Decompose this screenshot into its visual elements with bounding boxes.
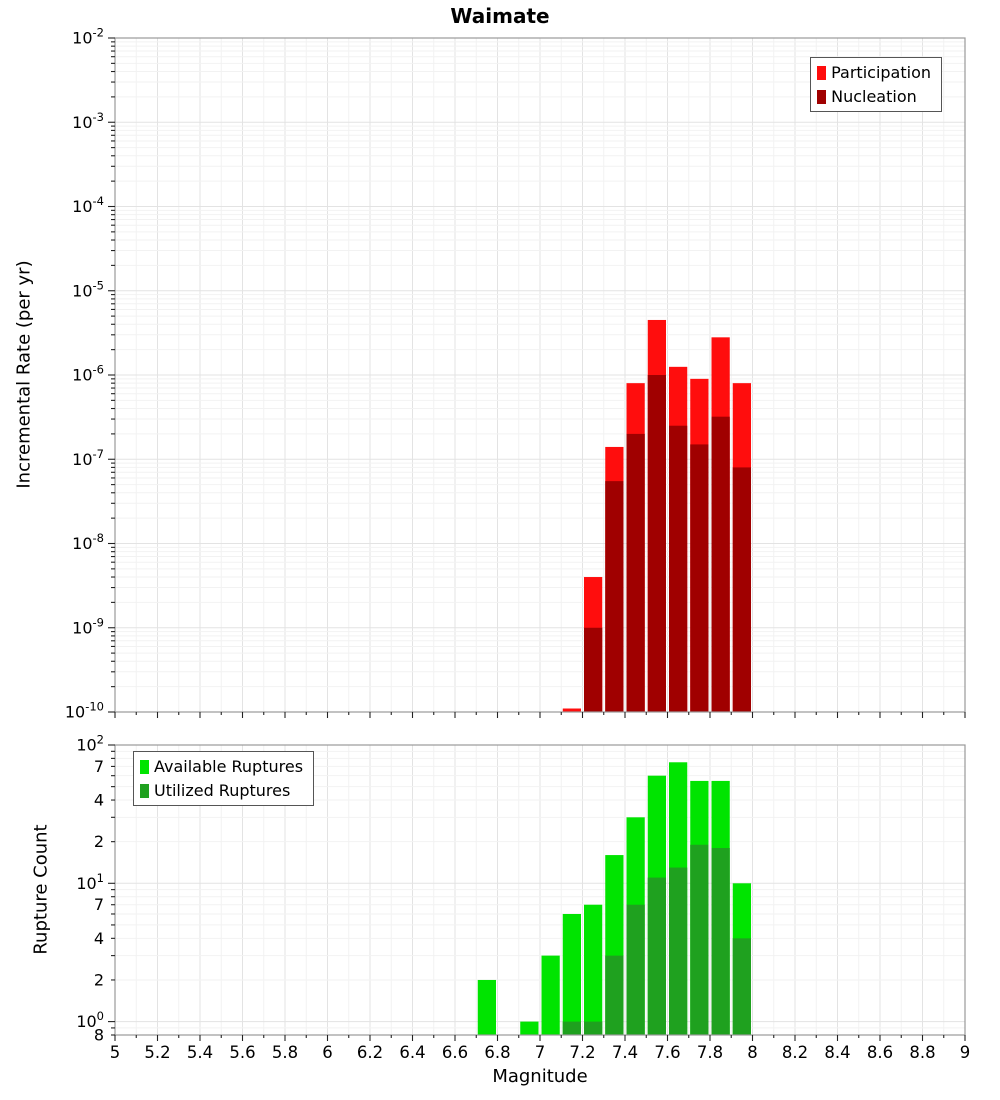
svg-text:8: 8 [94, 1026, 104, 1045]
svg-text:5.8: 5.8 [272, 1043, 298, 1062]
svg-text:7: 7 [535, 1043, 546, 1062]
svg-text:7.6: 7.6 [654, 1043, 680, 1062]
svg-text:6: 6 [322, 1043, 333, 1062]
svg-text:9: 9 [960, 1043, 971, 1062]
utilized-ruptures-label: Utilized Ruptures [154, 781, 291, 800]
rate-legend: Participation Nucleation [810, 57, 942, 112]
legend-item-available-ruptures: Available Ruptures [140, 757, 303, 776]
legend-item-participation: Participation [817, 63, 931, 82]
svg-text:4: 4 [94, 929, 104, 948]
svg-text:5.4: 5.4 [187, 1043, 213, 1062]
utilized-ruptures-swatch-icon [140, 783, 149, 798]
svg-text:10-5: 10-5 [72, 278, 104, 300]
svg-text:7.2: 7.2 [569, 1043, 595, 1062]
svg-text:8.2: 8.2 [782, 1043, 808, 1062]
svg-text:102: 102 [76, 733, 104, 755]
nucleation-label: Nucleation [831, 87, 917, 106]
svg-text:10-2: 10-2 [72, 26, 104, 48]
svg-text:6.6: 6.6 [442, 1043, 468, 1062]
svg-text:8.6: 8.6 [867, 1043, 893, 1062]
legend-item-nucleation: Nucleation [817, 87, 931, 106]
nucleation-swatch-icon [817, 89, 827, 104]
svg-text:10-6: 10-6 [72, 363, 104, 385]
svg-text:7.4: 7.4 [612, 1043, 638, 1062]
available-ruptures-swatch-icon [140, 759, 149, 774]
svg-text:4: 4 [94, 791, 104, 810]
svg-text:10-10: 10-10 [65, 700, 104, 722]
svg-text:2: 2 [94, 832, 104, 851]
svg-text:7.8: 7.8 [697, 1043, 723, 1062]
svg-text:8: 8 [747, 1043, 758, 1062]
svg-text:6.2: 6.2 [357, 1043, 383, 1062]
svg-text:8.4: 8.4 [824, 1043, 850, 1062]
svg-text:5.2: 5.2 [144, 1043, 170, 1062]
svg-text:10-3: 10-3 [72, 110, 104, 132]
available-ruptures-label: Available Ruptures [154, 757, 304, 776]
svg-text:5: 5 [110, 1043, 121, 1062]
svg-text:8.8: 8.8 [909, 1043, 935, 1062]
participation-swatch-icon [817, 65, 827, 80]
x-axis-label-magnitude: Magnitude [492, 1066, 588, 1087]
svg-text:100: 100 [76, 1009, 104, 1031]
legend-item-utilized-ruptures: Utilized Ruptures [140, 781, 303, 800]
svg-text:7: 7 [94, 757, 104, 776]
svg-text:10-7: 10-7 [72, 447, 104, 469]
svg-text:6.8: 6.8 [484, 1043, 510, 1062]
rupture-legend: Available Ruptures Utilized Ruptures [133, 751, 315, 806]
participation-label: Participation [831, 63, 931, 82]
svg-text:7: 7 [94, 895, 104, 914]
svg-text:10-8: 10-8 [72, 531, 104, 553]
svg-text:10-4: 10-4 [72, 194, 104, 216]
page-title: Waimate [450, 4, 550, 28]
svg-text:5.6: 5.6 [229, 1043, 255, 1062]
svg-text:10-9: 10-9 [72, 615, 104, 637]
svg-text:101: 101 [76, 871, 104, 893]
svg-text:2: 2 [94, 970, 104, 989]
svg-text:6.4: 6.4 [399, 1043, 425, 1062]
